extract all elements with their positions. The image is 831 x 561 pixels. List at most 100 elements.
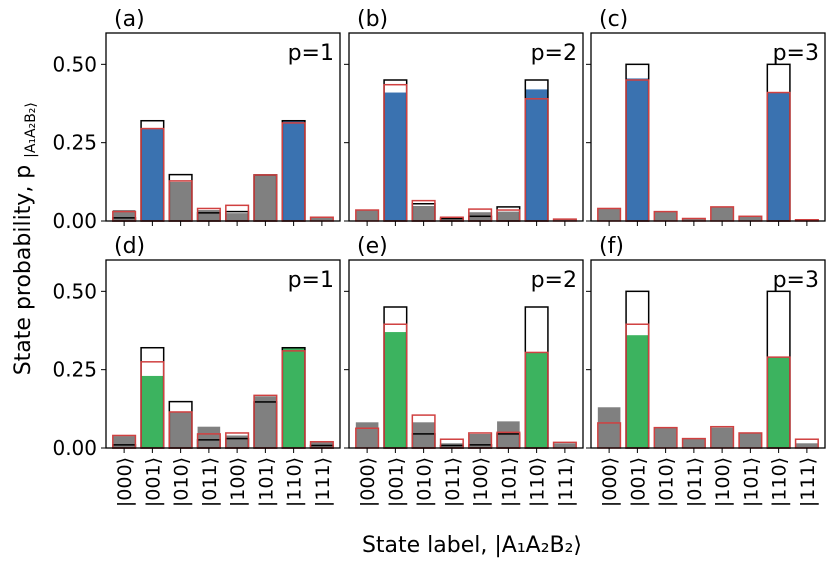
bar-measured [682,218,706,221]
bar-measured [497,211,520,221]
bar-measured [254,174,277,221]
bar-measured [169,181,192,221]
panels: (a) p=1 0.00 0.25 0.50 (b) p=2 (c) p=3 (d) p=1 |000… [52,7,826,507]
x-tick-label: |111⟩ [312,457,334,507]
bar-measured [710,427,734,448]
x-tick-label: |111⟩ [555,457,577,507]
bar-measured [197,426,221,448]
panel-label: (c) [599,7,628,32]
bar-measured [525,89,548,222]
y-tick-label: 0.50 [52,279,97,303]
bar-measured [412,205,435,221]
x-tick-label: |001⟩ [142,457,164,507]
bar-measured [553,443,577,448]
panel-label: (d) [114,234,145,259]
bar-measured [141,128,164,221]
panel-a: (a) p=1 0.00 0.25 0.50 [52,7,341,233]
x-tick-label: |010⟩ [171,457,193,507]
x-tick-label: |110⟩ [769,457,791,507]
bar-measured [141,375,164,448]
x-tick-label: |100⟩ [712,457,734,507]
bar-measured [767,92,790,222]
bar-measured [597,208,621,221]
x-tick-label: |010⟩ [656,457,678,507]
plot-frame [105,32,341,222]
x-tick-label: |101⟩ [255,457,277,507]
bar-measured [682,438,706,448]
bar-measured [597,407,621,448]
p-label: p=3 [773,268,819,293]
x-tick-label: |010⟩ [414,457,436,507]
p-label: p=2 [531,268,577,293]
y-tick-label: 0.00 [52,209,97,233]
x-tick-label: |100⟩ [227,457,249,507]
x-axis-label: State label, |A₁A₂B₂⟩ [362,533,582,558]
y-tick-label: 0.00 [52,436,97,460]
x-tick-label: |101⟩ [740,457,762,507]
y-axis-label-subscript: |A₁A₂B₂⟩ [23,102,39,158]
panel-b: (b) p=2 [344,7,584,226]
bar-measured [440,217,464,221]
x-tick-label: |000⟩ [599,457,621,507]
plot-frame [105,259,341,449]
x-tick-label: |011⟩ [199,457,221,507]
bar-measured [412,422,435,448]
bar-measured [254,396,277,448]
p-label: p=1 [288,268,334,293]
bar-measured [282,121,305,221]
panel-e: (e) p=2 |000⟩ |001⟩ |010⟩ |011⟩ |100⟩ |101⟩ |110… [344,234,584,507]
bar-measured [169,411,192,448]
panel-label: (e) [357,234,388,259]
panel-label: (f) [599,234,624,259]
p-label: p=1 [288,41,334,66]
y-tick-label: 0.25 [52,358,97,382]
bar-measured [626,78,649,221]
bar-measured [795,443,819,448]
bar-measured [739,432,762,448]
bar-measured [654,211,677,221]
panel-label: (b) [357,7,388,32]
bar-measured [112,436,136,448]
p-label: p=3 [773,41,819,66]
panel-c: (c) p=3 [586,7,826,226]
x-tick-label: |011⟩ [442,457,464,507]
y-axis-label: State probability, p [11,165,36,376]
bar-measured [282,347,305,448]
x-tick-label: |110⟩ [527,457,549,507]
x-tick-label: |110⟩ [284,457,306,507]
bar-measured [112,210,136,221]
bar-measured [739,216,762,221]
bar-measured [497,421,520,448]
x-tick-label: |000⟩ [114,457,136,507]
panel-d: (d) p=1 |000⟩ |001⟩ |010⟩ |011⟩ |100⟩ |101⟩ |110… [52,234,341,507]
plot-frame [590,259,826,449]
x-tick-label: |111⟩ [797,457,819,507]
bar-measured [384,332,407,448]
bar-measured [626,335,649,448]
plot-frame [348,259,584,449]
x-tick-label: |000⟩ [357,457,379,507]
plot-frame [348,32,584,222]
bar-measured [553,219,577,221]
y-tick-label: 0.50 [52,52,97,76]
panel-label: (a) [114,7,145,32]
x-tick-label: |101⟩ [498,457,520,507]
x-tick-label: |100⟩ [470,457,492,507]
p-label: p=2 [531,41,577,66]
y-axis-title: State probability, p |A₁A₂B₂⟩ [11,102,39,375]
bar-measured [710,206,734,221]
bar-measured [225,213,249,221]
bar-measured [355,210,379,221]
bar-measured [468,433,492,448]
bar-measured [310,217,334,221]
bar-measured [384,92,407,222]
x-tick-label: |001⟩ [385,457,407,507]
bar-measured [355,422,379,448]
bar-measured [225,435,249,448]
panel-f: (f) p=3 |000⟩ |001⟩ |010⟩ |011⟩ |100⟩ |101⟩ |110… [586,234,826,507]
bar-measured [767,357,790,448]
y-tick-label: 0.25 [52,131,97,155]
bar-measured [654,427,677,448]
bar-measured [197,210,221,221]
